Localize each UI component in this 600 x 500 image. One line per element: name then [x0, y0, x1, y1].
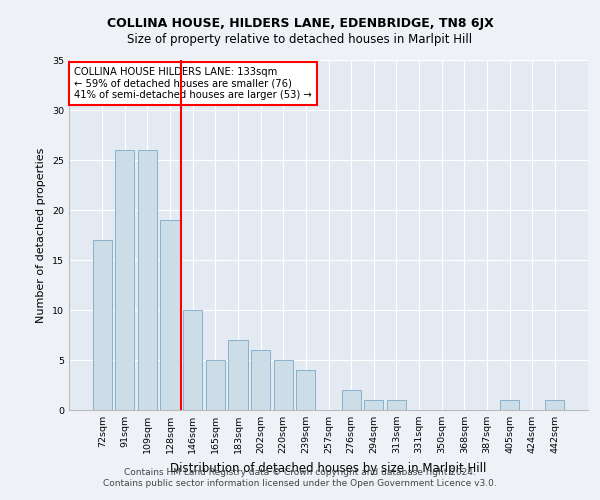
Y-axis label: Number of detached properties: Number of detached properties [37, 148, 46, 322]
Bar [341, 390, 361, 410]
Bar [229, 340, 248, 410]
Text: Contains HM Land Registry data © Crown copyright and database right 2024.
Contai: Contains HM Land Registry data © Crown c… [103, 468, 497, 487]
Bar [115, 150, 134, 410]
Bar [387, 400, 406, 410]
Bar [160, 220, 180, 410]
Text: COLLINA HOUSE, HILDERS LANE, EDENBRIDGE, TN8 6JX: COLLINA HOUSE, HILDERS LANE, EDENBRIDGE,… [107, 18, 493, 30]
Text: Size of property relative to detached houses in Marlpit Hill: Size of property relative to detached ho… [127, 32, 473, 46]
Bar [274, 360, 293, 410]
Bar [92, 240, 112, 410]
Bar [364, 400, 383, 410]
Bar [296, 370, 316, 410]
Bar [138, 150, 157, 410]
Bar [545, 400, 565, 410]
Bar [500, 400, 519, 410]
X-axis label: Distribution of detached houses by size in Marlpit Hill: Distribution of detached houses by size … [170, 462, 487, 474]
Text: COLLINA HOUSE HILDERS LANE: 133sqm
← 59% of detached houses are smaller (76)
41%: COLLINA HOUSE HILDERS LANE: 133sqm ← 59%… [74, 67, 312, 100]
Bar [183, 310, 202, 410]
Bar [206, 360, 225, 410]
Bar [251, 350, 270, 410]
